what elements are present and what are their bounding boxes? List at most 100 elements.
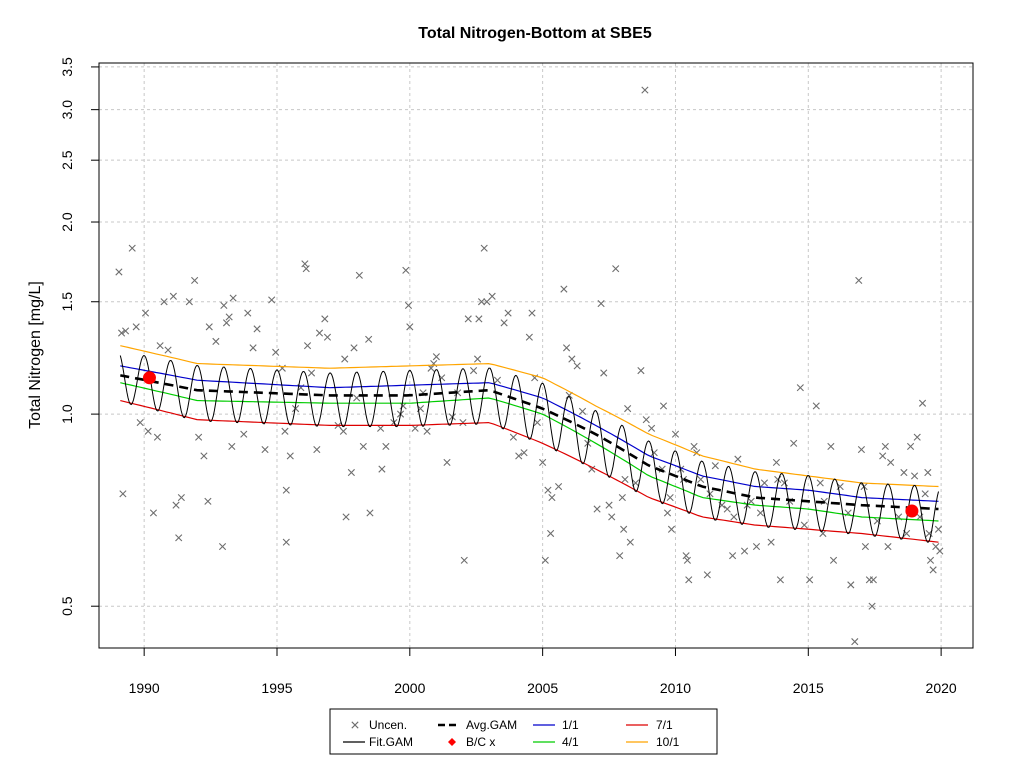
observation-point: [121, 327, 130, 335]
series-10-1-line: [120, 345, 939, 488]
observation-point: [177, 493, 185, 502]
observation-point: [423, 427, 431, 435]
axes: 1990 1995 2000 2005 2010 2015 2020 0.5 1.0 1.5 2.0…: [59, 57, 957, 696]
legend-marker-bc: [448, 738, 456, 746]
observation-point: [443, 458, 451, 467]
chart-title: Total Nitrogen-Bottom at SBE5: [418, 25, 652, 42]
observation-point: [464, 315, 472, 323]
observation-point: [621, 475, 629, 484]
observation-point: [800, 521, 808, 529]
observation-point: [734, 455, 742, 463]
observation-point: [473, 355, 482, 363]
observation-point: [637, 367, 645, 375]
series-layer: [115, 86, 944, 646]
y-tick-label: 2.0: [59, 212, 75, 232]
observation-point: [812, 402, 820, 410]
observation-point: [427, 364, 435, 372]
observation-point: [776, 576, 784, 584]
observation-point: [562, 344, 571, 352]
y-tick-label: 2.5: [59, 150, 75, 170]
observation-point: [117, 329, 126, 337]
legend-label: 10/1: [656, 735, 680, 749]
y-tick-label: 1.0: [59, 404, 75, 424]
observation-point: [282, 486, 290, 494]
observation-point: [218, 542, 227, 551]
observation-point: [365, 335, 373, 343]
legend-box: [329, 708, 718, 755]
observation-point: [682, 552, 690, 560]
observation-point: [483, 298, 491, 306]
observation-point: [533, 418, 541, 427]
observation-point: [528, 309, 536, 317]
observation-point: [568, 355, 576, 363]
observation-point: [321, 315, 329, 323]
x-tick-label: 2005: [527, 680, 558, 696]
observation-point: [141, 309, 150, 317]
observation-point: [191, 276, 199, 285]
observation-point: [459, 418, 467, 427]
x-tick-label: 2000: [394, 680, 425, 696]
legend-label: Fit.GAM: [369, 735, 413, 749]
observation-point: [411, 424, 419, 432]
observation-point: [475, 315, 483, 323]
legend-label: Uncen.: [369, 718, 407, 732]
observation-point: [772, 458, 781, 467]
observation-point: [868, 602, 876, 610]
observation-point: [690, 442, 698, 450]
observation-point: [642, 416, 650, 424]
observation-point: [541, 556, 549, 564]
observation-point: [347, 468, 355, 477]
observation-point: [934, 525, 943, 533]
x-tick-label: 1990: [129, 680, 160, 696]
observation-point: [249, 344, 257, 352]
observation-point: [663, 509, 672, 517]
observation-point: [851, 638, 859, 646]
bc-point: [905, 504, 919, 518]
x-tick-label: 2015: [793, 680, 824, 696]
observation-point: [156, 342, 164, 350]
observation-point: [884, 542, 892, 551]
observation-point: [132, 323, 140, 331]
observation-point: [697, 475, 705, 484]
observation-point: [747, 497, 755, 505]
observation-point: [620, 525, 628, 533]
observation-point: [881, 442, 889, 450]
observation-point: [200, 452, 208, 460]
observation-point: [728, 552, 737, 560]
observation-point: [730, 513, 738, 521]
observation-point: [857, 445, 866, 454]
observation-point: [756, 509, 765, 517]
observation-point: [683, 556, 692, 564]
legend: Uncen. Fit.GAM Avg.GAM B/C x 1/1 4/1 7/1 10/1: [329, 708, 718, 755]
observation-point: [509, 433, 518, 441]
observation-point: [268, 296, 276, 304]
observation-point: [282, 538, 290, 546]
observation-point: [605, 501, 613, 509]
observation-point: [205, 323, 213, 331]
observation-point: [560, 285, 568, 293]
observation-point: [900, 468, 908, 477]
observation-point: [303, 342, 312, 350]
observation-point: [261, 445, 269, 454]
observation-point: [488, 292, 496, 300]
observation-point: [887, 458, 895, 467]
x-tick-label: 2020: [926, 680, 957, 696]
observation-point: [136, 418, 144, 427]
observation-point: [767, 538, 775, 546]
observation-point: [119, 490, 127, 498]
observation-point: [711, 462, 719, 470]
observation-point: [144, 427, 152, 435]
legend-label: 7/1: [656, 718, 673, 732]
observation-point: [339, 427, 347, 435]
observation-point: [597, 300, 605, 308]
observation-point: [861, 542, 869, 551]
observation-point: [225, 313, 233, 321]
observation-point: [115, 268, 123, 276]
observation-point: [790, 439, 798, 447]
observation-point: [685, 576, 693, 584]
observation-point: [806, 576, 814, 584]
observation-point: [593, 505, 601, 513]
observation-point: [520, 449, 528, 457]
observation-point: [128, 244, 136, 252]
